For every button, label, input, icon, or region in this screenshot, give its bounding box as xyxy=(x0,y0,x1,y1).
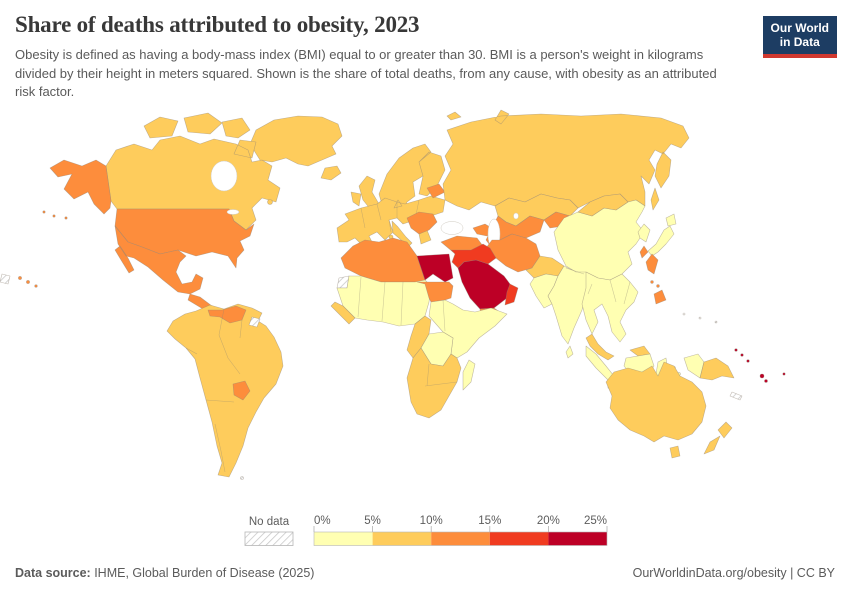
country-mongolia[interactable] xyxy=(577,193,629,217)
country-oman-uae[interactable] xyxy=(504,283,519,306)
country-iran[interactable] xyxy=(485,233,541,273)
legend-tick-label-0: 0% xyxy=(314,515,331,527)
country-sahel-west-africa[interactable] xyxy=(336,275,432,327)
legend-bin-20-25[interactable] xyxy=(548,532,607,546)
country-suriname[interactable] xyxy=(248,316,261,328)
country-falkland-islands[interactable] xyxy=(240,476,244,480)
data-source-value: IHME, Global Burden of Disease (2025) xyxy=(90,566,315,580)
owid-logo-line1: Our World xyxy=(770,21,829,35)
legend-tick-label-20: 20% xyxy=(537,515,560,527)
legend-bin-10-15[interactable] xyxy=(431,532,490,546)
hudson-bay xyxy=(210,160,238,192)
country-mainland-se-asia[interactable] xyxy=(581,271,639,343)
legend-tick-label-25: 25% xyxy=(584,515,607,527)
country-southern-africa[interactable] xyxy=(406,347,462,419)
country-russia[interactable] xyxy=(442,109,690,211)
europe-borders xyxy=(360,199,420,233)
legend-no-data-swatch[interactable] xyxy=(244,531,294,546)
aral-sea xyxy=(513,212,519,220)
black-sea xyxy=(440,221,464,235)
legend-bin-0-5[interactable] xyxy=(314,532,373,546)
great-lakes xyxy=(226,209,240,215)
country-iceland[interactable] xyxy=(320,165,342,181)
country-venezuela[interactable] xyxy=(207,305,247,324)
country-new-caledonia[interactable] xyxy=(729,391,743,401)
chart-footer: Data source: IHME, Global Burden of Dise… xyxy=(15,566,835,580)
country-usa-aleutians[interactable] xyxy=(42,210,46,214)
world-choropleth-map xyxy=(0,104,850,490)
owid-url-license: OurWorldinData.org/obesity | CC BY xyxy=(632,566,835,580)
country-saudi-arabia[interactable] xyxy=(457,259,511,310)
country-pacific-islands[interactable] xyxy=(782,372,786,376)
country-philippines-visayas[interactable] xyxy=(656,284,660,288)
chart-subtitle: Obesity is defined as having a body-mass… xyxy=(15,47,717,100)
country-usa-alaska[interactable] xyxy=(49,159,112,215)
country-greenland[interactable] xyxy=(249,115,343,167)
country-japan[interactable] xyxy=(647,213,677,257)
country-sri-lanka[interactable] xyxy=(565,345,574,359)
chart-header: Share of deaths attributed to obesity, 2… xyxy=(15,12,750,102)
country-fiji[interactable] xyxy=(764,379,768,383)
country-usa-aleutians[interactable] xyxy=(52,214,56,218)
owid-logo-line2: in Data xyxy=(779,35,820,50)
country-taiwan[interactable] xyxy=(639,245,649,259)
country-micronesia[interactable] xyxy=(682,312,686,316)
data-source: Data source: IHME, Global Burden of Dise… xyxy=(15,566,314,580)
asia-borders xyxy=(565,267,631,305)
country-usa-aleutians[interactable] xyxy=(64,216,68,220)
africa-borders xyxy=(357,276,458,387)
country-canada-newfoundland[interactable] xyxy=(267,199,273,205)
country-australia[interactable] xyxy=(605,361,707,459)
country-usa-hawaii[interactable] xyxy=(26,280,30,284)
country-south-america[interactable] xyxy=(166,303,284,478)
country-usa-hawaii[interactable] xyxy=(34,284,38,288)
country-pacific-islands[interactable] xyxy=(734,348,738,352)
owid-logo: Our World in Data xyxy=(762,16,837,58)
country-scandinavia[interactable] xyxy=(378,111,462,213)
country-paraguay[interactable] xyxy=(232,380,251,401)
legend-tick-label-5: 5% xyxy=(364,515,381,527)
country-philippines[interactable] xyxy=(645,253,667,305)
legend-bar-outline xyxy=(313,531,608,546)
legend-no-data-label: No data xyxy=(249,516,290,528)
country-micronesia[interactable] xyxy=(714,320,718,324)
map-legend: No data 0% 5% 10% 15% 20% 25% xyxy=(236,511,621,558)
country-new-zealand[interactable] xyxy=(703,421,733,455)
map-edge-fragment xyxy=(0,273,11,285)
country-madagascar[interactable] xyxy=(462,359,476,391)
legend-bin-5-10[interactable] xyxy=(372,532,432,546)
country-pacific-islands[interactable] xyxy=(740,353,744,357)
page-title: Share of deaths attributed to obesity, 2… xyxy=(15,12,420,37)
country-fiji[interactable] xyxy=(759,373,765,379)
legend-tick-label-10: 10% xyxy=(420,515,443,527)
country-mexico[interactable] xyxy=(114,225,204,295)
south-america-borders xyxy=(185,308,243,473)
country-north-africa[interactable] xyxy=(340,237,426,283)
country-senegal-guinea[interactable] xyxy=(330,301,356,325)
data-source-label: Data source: xyxy=(15,566,91,580)
country-usa-hawaii[interactable] xyxy=(18,276,22,280)
country-micronesia[interactable] xyxy=(698,316,702,320)
country-canada[interactable] xyxy=(105,112,281,231)
country-papua-new-guinea[interactable] xyxy=(699,357,735,381)
country-pacific-islands[interactable] xyxy=(746,359,750,363)
country-korea[interactable] xyxy=(637,223,651,243)
legend-bin-15-20[interactable] xyxy=(489,532,549,546)
legend-tick-label-15: 15% xyxy=(478,515,501,527)
country-philippines-visayas[interactable] xyxy=(650,280,654,284)
country-balkans[interactable] xyxy=(406,211,438,235)
